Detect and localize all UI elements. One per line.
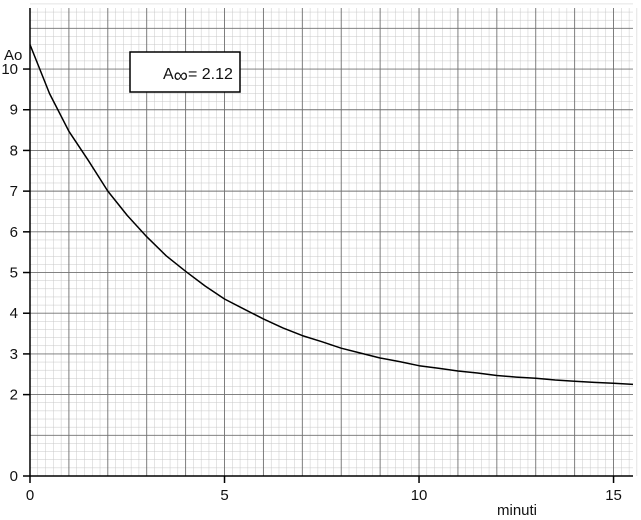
y-axis-label: Ao [4, 47, 22, 64]
y-tick-label: 7 [10, 183, 18, 200]
y-tick-label: 3 [10, 346, 18, 363]
y-tick-label: 10 [1, 61, 18, 78]
annotation-value: = 2.12 [188, 66, 233, 83]
annotation-box: A∞= 2.12 [129, 51, 241, 93]
y-tick-label: 4 [10, 305, 18, 322]
series-line [29, 44, 634, 386]
x-tick-label: 10 [411, 487, 428, 504]
y-tick-label: 5 [10, 265, 18, 282]
y-tick-label: 2 [10, 387, 18, 404]
y-tick-label: 6 [10, 224, 18, 241]
major-grid [29, 8, 633, 477]
y-tick-label: 0 [10, 468, 18, 485]
annotation-symbol: ∞ [174, 65, 188, 87]
ticks: 0 5 10 15 0 2 3 4 5 6 7 8 9 10 [1, 61, 622, 504]
y-tick-label: 8 [10, 142, 18, 159]
axes [29, 8, 633, 477]
y-tick-label: 9 [10, 102, 18, 119]
annotation-frame [129, 51, 241, 93]
x-tick-label: 15 [605, 487, 622, 504]
x-axis-label: minuti [497, 502, 537, 519]
x-tick-label: 0 [26, 487, 34, 504]
x-tick-label: 5 [220, 487, 228, 504]
series-group [29, 44, 634, 386]
annotation-text: A∞= 2.12 [163, 65, 233, 87]
annotation-prefix: A [163, 66, 174, 83]
